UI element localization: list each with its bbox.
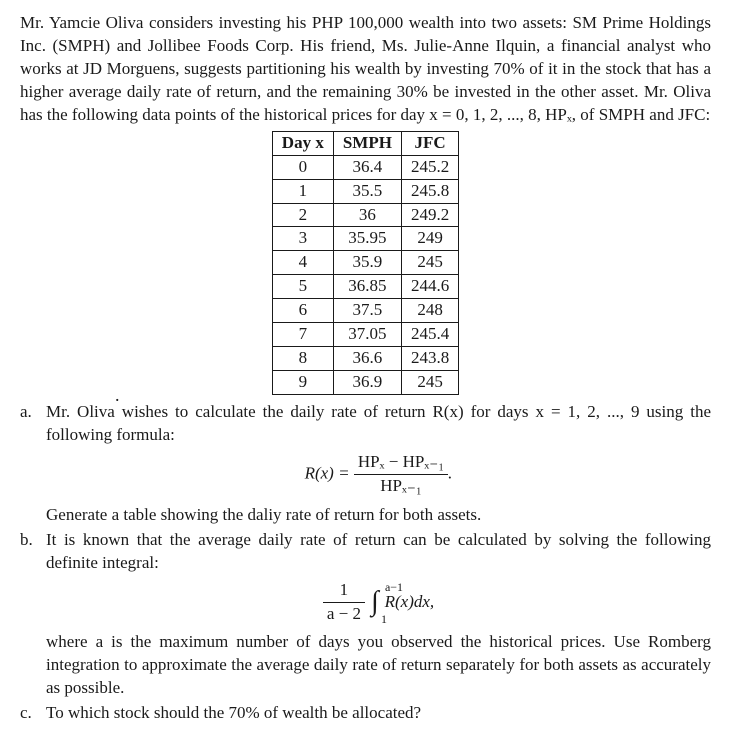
table-cell: 244.6: [401, 275, 458, 299]
table-cell: 245.2: [401, 155, 458, 179]
table-cell: 35.95: [333, 227, 401, 251]
table-row: 135.5245.8: [272, 179, 458, 203]
formula-lead: R(x) =: [305, 463, 354, 482]
table-row: 836.6243.8: [272, 347, 458, 371]
table-row: 536.85244.6: [272, 275, 458, 299]
table-cell: 245: [401, 251, 458, 275]
table-cell: 36: [333, 203, 401, 227]
frac-b-num: 1: [323, 579, 365, 603]
table-cell: 6: [272, 299, 333, 323]
table-row: 737.05245.4: [272, 323, 458, 347]
table-row: 435.9245: [272, 251, 458, 275]
table-cell: 9: [272, 371, 333, 395]
table-cell: 3: [272, 227, 333, 251]
part-a-text2: Generate a table showing the daliy rate …: [46, 504, 711, 527]
table-cell: 245.4: [401, 323, 458, 347]
col-jfc: JFC: [401, 131, 458, 155]
part-b-text2: where a is the maximum number of days yo…: [46, 631, 711, 700]
price-table: Day x SMPH JFC 036.4245.2135.5245.823624…: [272, 131, 459, 395]
table-cell: 1: [272, 179, 333, 203]
table-cell: 35.9: [333, 251, 401, 275]
table-cell: 248: [401, 299, 458, 323]
table-cell: 37.05: [333, 323, 401, 347]
intro-paragraph: Mr. Yamcie Oliva considers investing his…: [20, 12, 711, 127]
table-cell: 249.2: [401, 203, 458, 227]
frac-b-den: a − 2: [323, 603, 365, 626]
table-cell: 249: [401, 227, 458, 251]
formula-tail: .: [448, 463, 452, 482]
table-row: 335.95249: [272, 227, 458, 251]
table-cell: 36.4: [333, 155, 401, 179]
part-c-label: c.: [20, 702, 46, 725]
part-a-label: a.: [20, 401, 46, 424]
table-cell: 245.8: [401, 179, 458, 203]
part-a: a. Mr. Oliva wishes to calculate the dai…: [20, 401, 711, 527]
table-cell: 36.6: [333, 347, 401, 371]
table-row: 936.9245: [272, 371, 458, 395]
table-row: 036.4245.2: [272, 155, 458, 179]
part-c: c. To which stock should the 70% of weal…: [20, 702, 711, 725]
integral-sign: ∫: [371, 586, 379, 617]
table-row: 637.5248: [272, 299, 458, 323]
table-cell: 37.5: [333, 299, 401, 323]
part-b: b. It is known that the average daily ra…: [20, 529, 711, 701]
formula-den: HPₓ₋₁: [354, 475, 448, 498]
table-cell: 5: [272, 275, 333, 299]
table-cell: 36.85: [333, 275, 401, 299]
integral-upper: a−1: [385, 579, 403, 595]
table-cell: 243.8: [401, 347, 458, 371]
table-cell: 4: [272, 251, 333, 275]
part-b-formula: 1 a − 2 ∫ 1 a−1 R(x)dx,: [46, 579, 711, 626]
table-cell: 36.9: [333, 371, 401, 395]
table-cell: 35.5: [333, 179, 401, 203]
part-a-text1: Mr. Oliva wishes to calculate the daily …: [46, 402, 711, 444]
question-list: a. Mr. Oliva wishes to calculate the dai…: [20, 401, 711, 725]
col-smph: SMPH: [333, 131, 401, 155]
table-cell: 0: [272, 155, 333, 179]
table-cell: 7: [272, 323, 333, 347]
col-day: Day x: [272, 131, 333, 155]
part-b-text1: It is known that the average daily rate …: [46, 530, 711, 572]
table-cell: 8: [272, 347, 333, 371]
part-c-text: To which stock should the 70% of wealth …: [46, 702, 711, 725]
table-row: 236249.2: [272, 203, 458, 227]
table-cell: 245: [401, 371, 458, 395]
part-a-formula: R(x) = HPₓ − HPₓ₋₁ HPₓ₋₁ .: [46, 451, 711, 498]
formula-num: HPₓ − HPₓ₋₁: [354, 451, 448, 475]
part-b-label: b.: [20, 529, 46, 552]
integral-lower: 1: [381, 611, 387, 627]
table-cell: 2: [272, 203, 333, 227]
